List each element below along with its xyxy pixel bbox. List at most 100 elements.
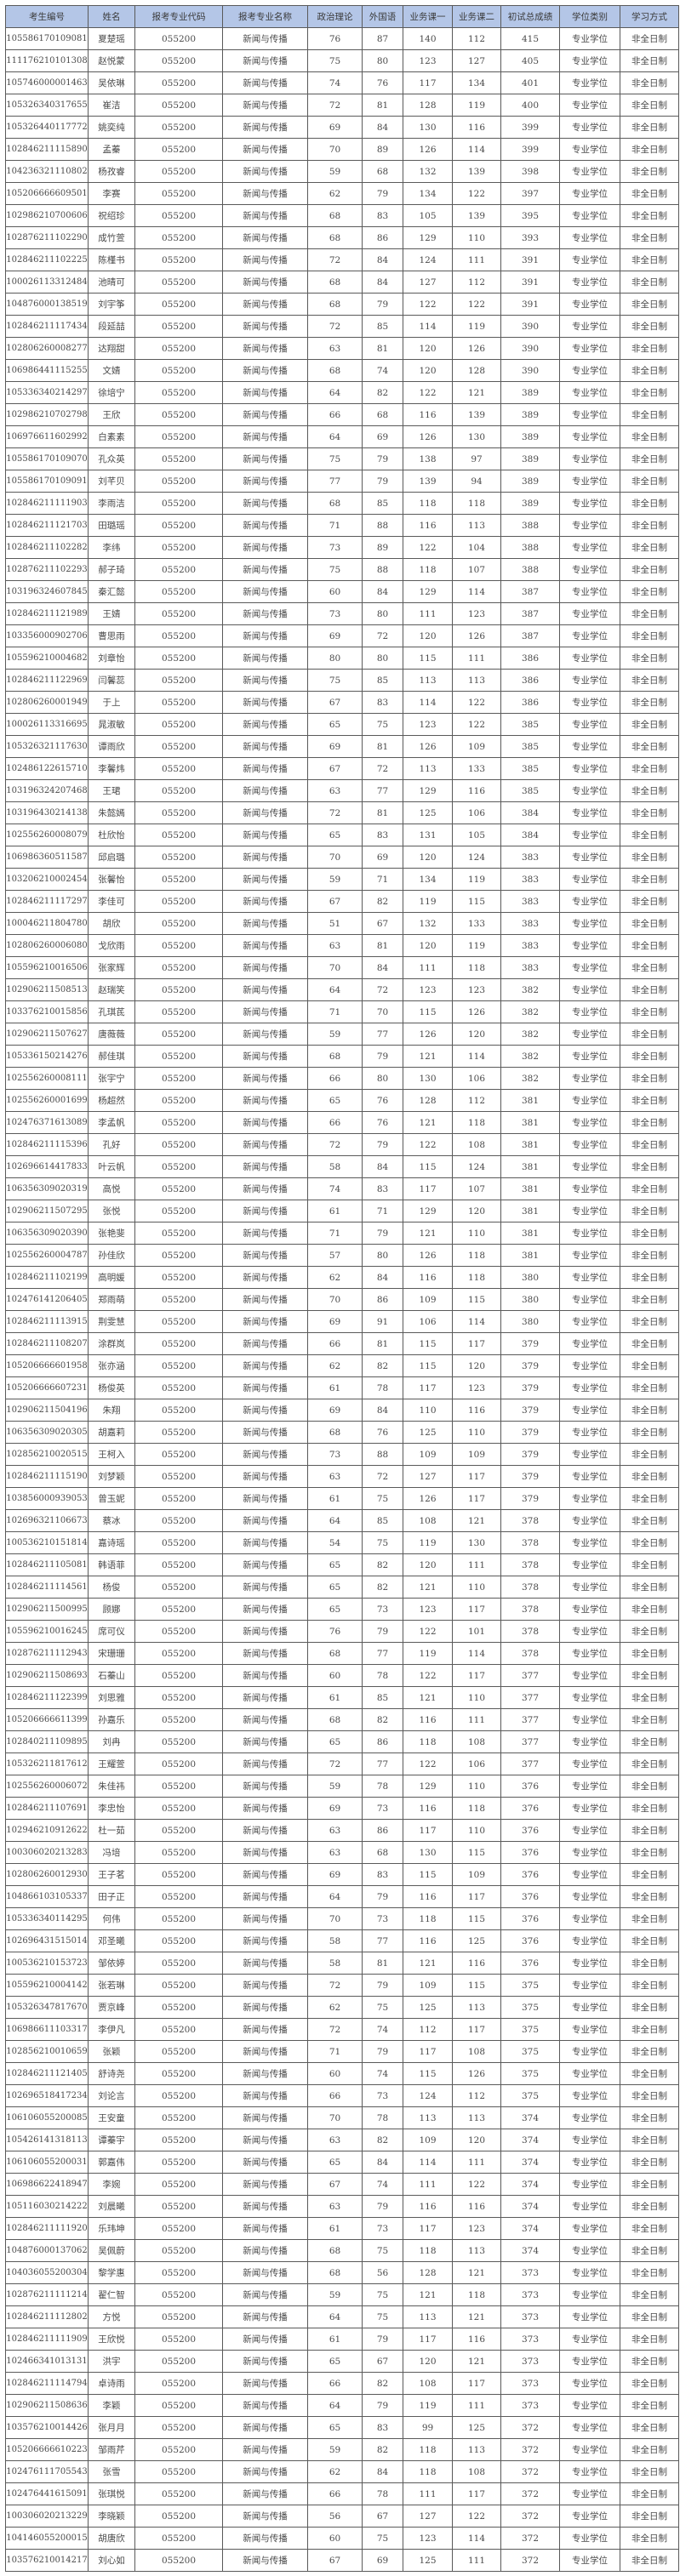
subject-two-score-cell: 117 [452,2018,501,2041]
major-code-cell: 055200 [134,624,223,647]
major-code-cell: 055200 [134,2283,223,2306]
name-cell: 黎学惠 [88,2261,135,2284]
total-score-cell: 375 [500,1996,560,2019]
subject-one-score-cell: 118 [403,2438,453,2461]
study-mode-cell: 非全日制 [620,1133,679,1156]
table-row: 102876211112943 宋珊珊 055200 新闻与传播 68 77 119 114 3… [5,1642,679,1665]
name-cell: 李婉 [88,2173,135,2196]
degree-type-cell: 专业学位 [559,2328,620,2351]
major-name-cell: 新闻与传播 [222,2305,308,2328]
major-code-cell: 055200 [134,160,223,183]
study-mode-cell: 非全日制 [620,2394,679,2417]
candidate-id-cell: 100046211804780 [5,912,89,935]
subject-two-score-cell: 116 [452,116,501,139]
major-name-cell: 新闻与传播 [222,1620,308,1643]
table-row: 102846211121405 舒诗尧 055200 新闻与传播 60 74 115 126 3… [5,2062,679,2085]
degree-type-cell: 专业学位 [559,912,620,935]
subject-two-score-cell: 139 [452,160,501,183]
major-name-cell: 新闻与传播 [222,1045,308,1068]
foreign-language-score-cell: 81 [362,94,403,117]
foreign-language-score-cell: 70 [362,1000,403,1023]
subject-one-score-cell: 123 [403,713,453,736]
major-name-cell: 新闻与传播 [222,1642,308,1665]
major-name-cell: 新闻与传播 [222,1376,308,1399]
table-row: 102556260004787 孙佳欣 055200 新闻与传播 57 80 126 118 3… [5,1244,679,1267]
table-row: 104866103105337 田子正 055200 新闻与传播 64 79 116 117 3… [5,1885,679,1908]
degree-type-cell: 专业学位 [559,2173,620,2196]
total-score-cell: 385 [500,757,560,780]
degree-type-cell: 专业学位 [559,1708,620,1731]
total-score-cell: 373 [500,2305,560,2328]
subject-two-score-cell: 107 [452,1177,501,1200]
degree-type-cell: 专业学位 [559,2261,620,2284]
candidate-id-cell: 105586170109070 [5,447,89,470]
major-code-cell: 055200 [134,271,223,294]
major-name-cell: 新闻与传播 [222,868,308,891]
politics-score-cell: 59 [307,868,363,891]
politics-score-cell: 60 [307,1664,363,1687]
major-name-cell: 新闻与传播 [222,2195,308,2218]
candidate-id-cell: 102476141206405 [5,1288,89,1311]
candidate-id-cell: 105596210004142 [5,1974,89,1997]
name-cell: 邹雨芹 [88,2438,135,2461]
candidate-id-cell: 102946210912622 [5,1819,89,1842]
candidate-id-cell: 102696518417234 [5,2084,89,2107]
major-code-cell: 055200 [134,1045,223,1068]
table-row: 105326347817670 贾京峰 055200 新闻与传播 62 75 125 113 3… [5,1996,679,2019]
total-score-cell: 374 [500,2173,560,2196]
major-name-cell: 新闻与传播 [222,1354,308,1377]
name-cell: 冯培 [88,1841,135,1864]
table-row: 105206666609501 李赛 055200 新闻与传播 62 79 134 122 39… [5,182,679,205]
subject-one-score-cell: 134 [403,868,453,891]
candidate-id-cell: 102846211114794 [5,2372,89,2395]
major-name-cell: 新闻与传播 [222,2106,308,2129]
name-cell: 崔洁 [88,94,135,117]
study-mode-cell: 非全日制 [620,381,679,404]
total-score-cell: 381 [500,1089,560,1112]
subject-one-score-cell: 121 [403,1222,453,1245]
subject-two-score-cell: 125 [452,1929,501,1952]
subject-two-score-cell: 124 [452,1155,501,1178]
table-row: 105596210016506 张家辉 055200 新闻与传播 70 84 111 118 3… [5,956,679,979]
foreign-language-score-cell: 82 [362,1708,403,1731]
name-cell: 韩语菲 [88,1553,135,1576]
total-score-cell: 376 [500,1952,560,1975]
name-cell: 李晓颖 [88,2505,135,2528]
total-score-cell: 372 [500,2527,560,2550]
subject-one-score-cell: 114 [403,315,453,338]
study-mode-cell: 非全日制 [620,403,679,426]
major-code-cell: 055200 [134,890,223,913]
candidate-id-cell: 106106055200085 [5,2106,89,2129]
politics-score-cell: 68 [307,1708,363,1731]
name-cell: 邱启璐 [88,846,135,869]
total-score-cell: 391 [500,293,560,316]
degree-type-cell: 专业学位 [559,1177,620,1200]
degree-type-cell: 专业学位 [559,1509,620,1532]
study-mode-cell: 非全日制 [620,1598,679,1621]
subject-two-score-cell: 122 [452,713,501,736]
study-mode-cell: 非全日制 [620,1177,679,1200]
name-cell: 高悦 [88,1177,135,1200]
total-score-cell: 385 [500,779,560,802]
politics-score-cell: 70 [307,846,363,869]
total-score-cell: 379 [500,1465,560,1488]
politics-score-cell: 68 [307,204,363,227]
major-code-cell: 055200 [134,1222,223,1245]
study-mode-cell: 非全日制 [620,1797,679,1820]
degree-type-cell: 专业学位 [559,1598,620,1621]
study-mode-cell: 非全日制 [620,226,679,249]
major-code-cell: 055200 [134,1553,223,1576]
major-name-cell: 新闻与传播 [222,1244,308,1267]
name-cell: 杨俊 [88,1576,135,1599]
name-cell: 王珺 [88,779,135,802]
degree-type-cell: 专业学位 [559,1531,620,1554]
foreign-language-score-cell: 82 [362,2372,403,2395]
subject-two-score-cell: 116 [452,1399,501,1422]
name-cell: 达翔甜 [88,337,135,360]
major-name-cell: 新闻与传播 [222,1974,308,1997]
table-row: 100536210151814 嘉诗瑶 055200 新闻与传播 54 75 119 130 3… [5,1531,679,1554]
candidate-id-cell: 102846211122399 [5,1686,89,1709]
foreign-language-score-cell: 88 [362,558,403,581]
politics-score-cell: 72 [307,1974,363,1997]
total-score-cell: 373 [500,2261,560,2284]
